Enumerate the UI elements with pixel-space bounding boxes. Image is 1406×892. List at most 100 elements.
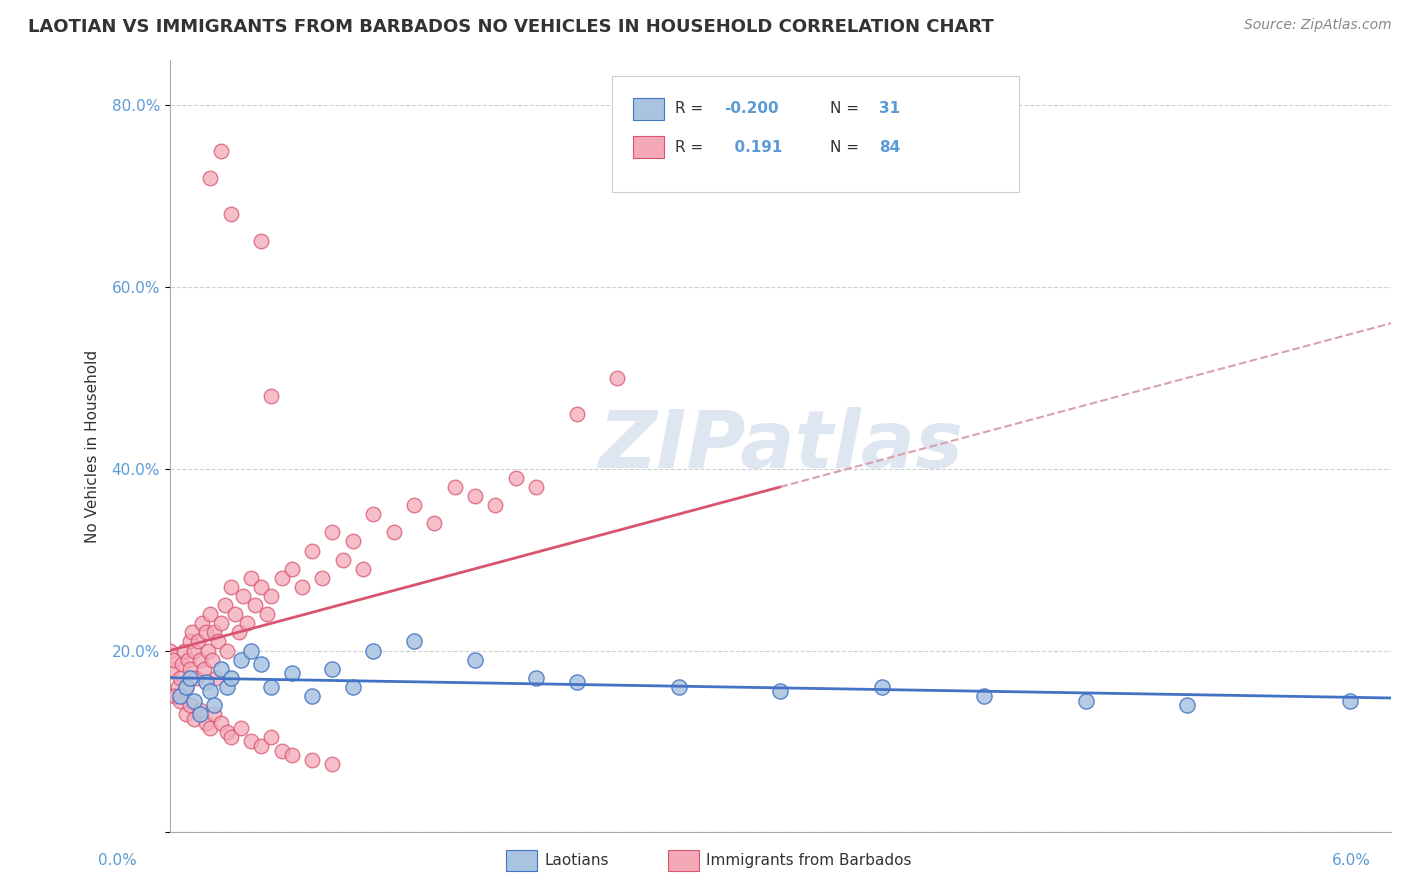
Point bbox=[219, 671, 242, 685]
Text: N =: N = bbox=[830, 102, 863, 116]
Text: ZIPatlas: ZIPatlas bbox=[598, 407, 963, 485]
Point bbox=[256, 607, 278, 622]
Point bbox=[321, 662, 343, 676]
Point bbox=[524, 480, 547, 494]
Point bbox=[197, 643, 219, 657]
Point bbox=[179, 698, 201, 712]
Point bbox=[402, 498, 425, 512]
Text: R =: R = bbox=[675, 140, 709, 154]
Point bbox=[174, 680, 197, 694]
Point bbox=[606, 371, 628, 385]
Point bbox=[187, 634, 209, 648]
Point bbox=[1339, 693, 1361, 707]
Point bbox=[165, 689, 187, 703]
Point bbox=[159, 643, 181, 657]
Point bbox=[240, 643, 263, 657]
Point bbox=[240, 734, 263, 748]
Point bbox=[281, 666, 304, 681]
Point bbox=[301, 689, 323, 703]
Point bbox=[281, 562, 304, 576]
Point bbox=[260, 589, 283, 603]
Y-axis label: No Vehicles in Household: No Vehicles in Household bbox=[86, 350, 100, 542]
Point bbox=[270, 571, 292, 585]
Point bbox=[169, 693, 191, 707]
Point bbox=[195, 625, 218, 640]
Point bbox=[219, 730, 242, 744]
Point bbox=[565, 407, 588, 421]
Point bbox=[250, 580, 273, 594]
Point bbox=[229, 721, 252, 735]
Point bbox=[214, 598, 236, 612]
Point bbox=[174, 680, 197, 694]
Text: 6.0%: 6.0% bbox=[1331, 854, 1371, 868]
Point bbox=[321, 757, 343, 772]
Point bbox=[215, 680, 238, 694]
Point bbox=[215, 725, 238, 739]
Point bbox=[423, 516, 446, 531]
Point bbox=[183, 693, 205, 707]
Point bbox=[332, 552, 354, 566]
Point bbox=[184, 671, 207, 685]
Point bbox=[177, 653, 200, 667]
Point bbox=[270, 743, 292, 757]
Point bbox=[260, 389, 283, 403]
Point bbox=[382, 525, 405, 540]
Point bbox=[219, 580, 242, 594]
Point bbox=[443, 480, 465, 494]
Point bbox=[973, 689, 995, 703]
Point bbox=[179, 662, 201, 676]
Point bbox=[361, 507, 384, 521]
Point bbox=[250, 657, 273, 672]
Point bbox=[260, 730, 283, 744]
Point bbox=[201, 653, 224, 667]
Point bbox=[484, 498, 506, 512]
Point bbox=[163, 653, 186, 667]
Point bbox=[224, 607, 246, 622]
Text: R =: R = bbox=[675, 102, 709, 116]
Text: 84: 84 bbox=[879, 140, 900, 154]
Point bbox=[505, 471, 527, 485]
Point bbox=[195, 675, 218, 690]
Point bbox=[209, 144, 232, 158]
Point bbox=[183, 643, 205, 657]
Point bbox=[1074, 693, 1097, 707]
Point bbox=[166, 680, 188, 694]
Text: Source: ZipAtlas.com: Source: ZipAtlas.com bbox=[1244, 18, 1392, 32]
Point bbox=[170, 657, 193, 672]
Point bbox=[205, 671, 228, 685]
Point bbox=[163, 689, 186, 703]
Text: 0.191: 0.191 bbox=[724, 140, 783, 154]
Point bbox=[402, 634, 425, 648]
Point bbox=[173, 643, 195, 657]
Point bbox=[301, 753, 323, 767]
Point bbox=[769, 684, 792, 698]
Point bbox=[209, 616, 232, 631]
Point bbox=[204, 698, 226, 712]
Point bbox=[179, 671, 201, 685]
Point bbox=[321, 525, 343, 540]
Text: Laotians: Laotians bbox=[544, 854, 609, 868]
Text: 0.0%: 0.0% bbox=[98, 854, 138, 868]
Point bbox=[260, 680, 283, 694]
Point bbox=[183, 712, 205, 726]
Point bbox=[352, 562, 374, 576]
Point bbox=[174, 707, 197, 722]
Point bbox=[1177, 698, 1199, 712]
Point bbox=[342, 680, 364, 694]
Text: 31: 31 bbox=[879, 102, 900, 116]
Point bbox=[361, 643, 384, 657]
Point bbox=[200, 684, 222, 698]
Point bbox=[565, 675, 588, 690]
Point bbox=[179, 634, 201, 648]
Point bbox=[228, 625, 250, 640]
Point bbox=[195, 716, 218, 731]
Point bbox=[219, 207, 242, 221]
Point bbox=[169, 671, 191, 685]
Point bbox=[200, 607, 222, 622]
Point bbox=[160, 662, 183, 676]
Point bbox=[281, 748, 304, 763]
Point bbox=[870, 680, 893, 694]
Point bbox=[668, 680, 690, 694]
Point bbox=[524, 671, 547, 685]
Point bbox=[342, 534, 364, 549]
